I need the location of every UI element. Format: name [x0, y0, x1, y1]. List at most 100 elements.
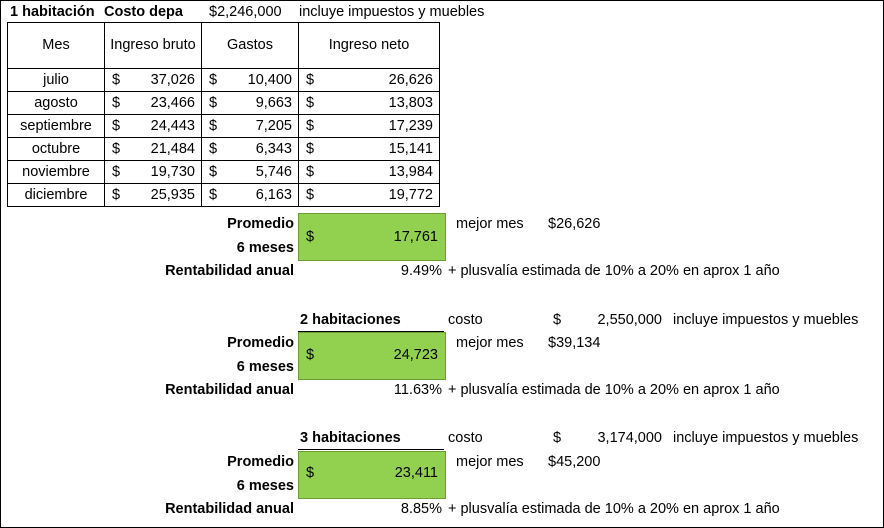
monthly-income-table: Mes Ingreso bruto Gastos Ingreso neto ju…	[7, 22, 440, 207]
expenses-cell[interactable]: $6,163	[201, 183, 299, 207]
net-income-cell[interactable]: $26,626	[298, 68, 440, 92]
cost-value[interactable]: $2,246,000	[209, 4, 282, 20]
cell-value: 25,935	[150, 187, 195, 203]
net-income-cell[interactable]: $17,239	[298, 114, 440, 138]
cell-value: 15,141	[388, 141, 433, 157]
currency-symbol: $	[112, 187, 121, 203]
currency-symbol: $	[209, 118, 218, 134]
expenses-cell[interactable]: $10,400	[201, 68, 299, 92]
month-cell[interactable]: noviembre	[7, 160, 105, 184]
currency-symbol: $	[306, 164, 315, 180]
gross-income-cell[interactable]: $24,443	[104, 114, 202, 138]
annual-return-value: 9.49%	[400, 263, 442, 279]
net-income-cell[interactable]: $19,772	[298, 183, 440, 207]
column-header-gastos[interactable]: Gastos	[201, 22, 299, 69]
month-cell[interactable]: diciembre	[7, 183, 105, 207]
room-type-label[interactable]: 1 habitación	[10, 4, 95, 20]
title-underline	[298, 331, 444, 332]
table-row: octubre $21,484 $6,343 $15,141	[7, 137, 440, 161]
average-value: 24,723	[393, 347, 438, 363]
cost-note[interactable]: incluye impuestos y muebles	[299, 4, 485, 20]
currency-symbol: $	[112, 72, 121, 88]
expenses-cell[interactable]: $5,746	[201, 160, 299, 184]
net-income-cell[interactable]: $15,141	[298, 137, 440, 161]
expenses-cell[interactable]: $7,205	[201, 114, 299, 138]
gross-income-cell[interactable]: $21,484	[104, 137, 202, 161]
title-underline	[298, 449, 444, 450]
cost-label: costo	[448, 312, 483, 328]
average-value: 23,411	[394, 465, 438, 481]
average-label-1: Promedio	[227, 454, 294, 470]
gross-income-cell[interactable]: $37,026	[104, 68, 202, 92]
currency-symbol: $	[209, 141, 218, 157]
average-currency: $	[306, 347, 315, 363]
cost-note: incluye impuestos y muebles	[673, 312, 859, 328]
cost-currency: $	[553, 312, 562, 328]
cell-value: 13,803	[388, 95, 433, 111]
best-month-label: mejor mes	[456, 454, 524, 470]
cell-value: 21,484	[150, 141, 195, 157]
cell-value: 9,663	[255, 95, 292, 111]
gross-income-cell[interactable]: $23,466	[104, 91, 202, 115]
column-header-mes[interactable]: Mes	[7, 22, 105, 69]
cell-value: 19,772	[388, 187, 433, 203]
cost-label[interactable]: Costo depa	[104, 4, 183, 20]
average-currency: $	[306, 229, 315, 245]
average-label-1: Promedio	[227, 216, 294, 232]
month-cell[interactable]: agosto	[7, 91, 105, 115]
average-highlight-cell[interactable]	[298, 213, 446, 261]
currency-symbol: $	[209, 187, 218, 203]
currency-symbol: $	[306, 72, 315, 88]
cell-value: 13,984	[388, 164, 433, 180]
table-row: julio $37,026 $10,400 $26,626	[7, 68, 440, 92]
column-header-ingreso-neto[interactable]: Ingreso neto	[298, 22, 440, 69]
currency-symbol: $	[209, 164, 218, 180]
currency-symbol: $	[112, 141, 121, 157]
gross-income-cell[interactable]: $19,730	[104, 160, 202, 184]
average-label-1: Promedio	[227, 335, 294, 351]
annual-return-note: + plusvalía estimada de 10% a 20% en apr…	[448, 263, 780, 279]
best-month-label: mejor mes	[456, 335, 524, 351]
currency-symbol: $	[112, 118, 121, 134]
section-title-3-rooms[interactable]: 3 habitaciones	[300, 430, 401, 446]
expenses-cell[interactable]: $9,663	[201, 91, 299, 115]
best-month-value: $45,200	[548, 454, 601, 470]
cell-value: 6,343	[255, 141, 292, 157]
cell-value: 6,163	[255, 187, 292, 203]
cell-value: 7,205	[255, 118, 292, 134]
annual-return-note: + plusvalía estimada de 10% a 20% en apr…	[448, 501, 780, 517]
currency-symbol: $	[112, 164, 121, 180]
net-income-cell[interactable]: $13,803	[298, 91, 440, 115]
cost-value: 2,550,000	[597, 312, 662, 328]
month-cell[interactable]: septiembre	[7, 114, 105, 138]
average-highlight-cell[interactable]	[298, 451, 446, 499]
table-row: agosto $23,466 $9,663 $13,803	[7, 91, 440, 115]
column-header-ingreso-bruto[interactable]: Ingreso bruto	[104, 22, 202, 69]
best-month-value: $39,134	[548, 335, 601, 351]
annual-return-label: Rentabilidad anual	[165, 382, 294, 398]
cell-value: 26,626	[388, 72, 433, 88]
table-row: noviembre $19,730 $5,746 $13,984	[7, 160, 440, 184]
cell-value: 5,746	[255, 164, 292, 180]
cost-value: 3,174,000	[597, 430, 662, 446]
best-month-value: $26,626	[548, 216, 601, 232]
table-row: septiembre $24,443 $7,205 $17,239	[7, 114, 440, 138]
average-label-2: 6 meses	[236, 478, 294, 494]
currency-symbol: $	[112, 95, 121, 111]
gross-income-cell[interactable]: $25,935	[104, 183, 202, 207]
month-cell[interactable]: julio	[7, 68, 105, 92]
currency-symbol: $	[306, 95, 315, 111]
average-value: 17,761	[393, 229, 438, 245]
expenses-cell[interactable]: $6,343	[201, 137, 299, 161]
cost-note: incluye impuestos y muebles	[673, 430, 859, 446]
annual-return-value: 8.85%	[400, 501, 442, 517]
average-highlight-cell[interactable]	[298, 332, 446, 380]
net-income-cell[interactable]: $13,984	[298, 160, 440, 184]
cell-value: 17,239	[388, 118, 433, 134]
average-currency: $	[306, 465, 315, 481]
average-label-2: 6 meses	[236, 240, 294, 256]
currency-symbol: $	[209, 72, 218, 88]
month-cell[interactable]: octubre	[7, 137, 105, 161]
section-title-2-rooms[interactable]: 2 habitaciones	[300, 312, 401, 328]
currency-symbol: $	[306, 187, 315, 203]
